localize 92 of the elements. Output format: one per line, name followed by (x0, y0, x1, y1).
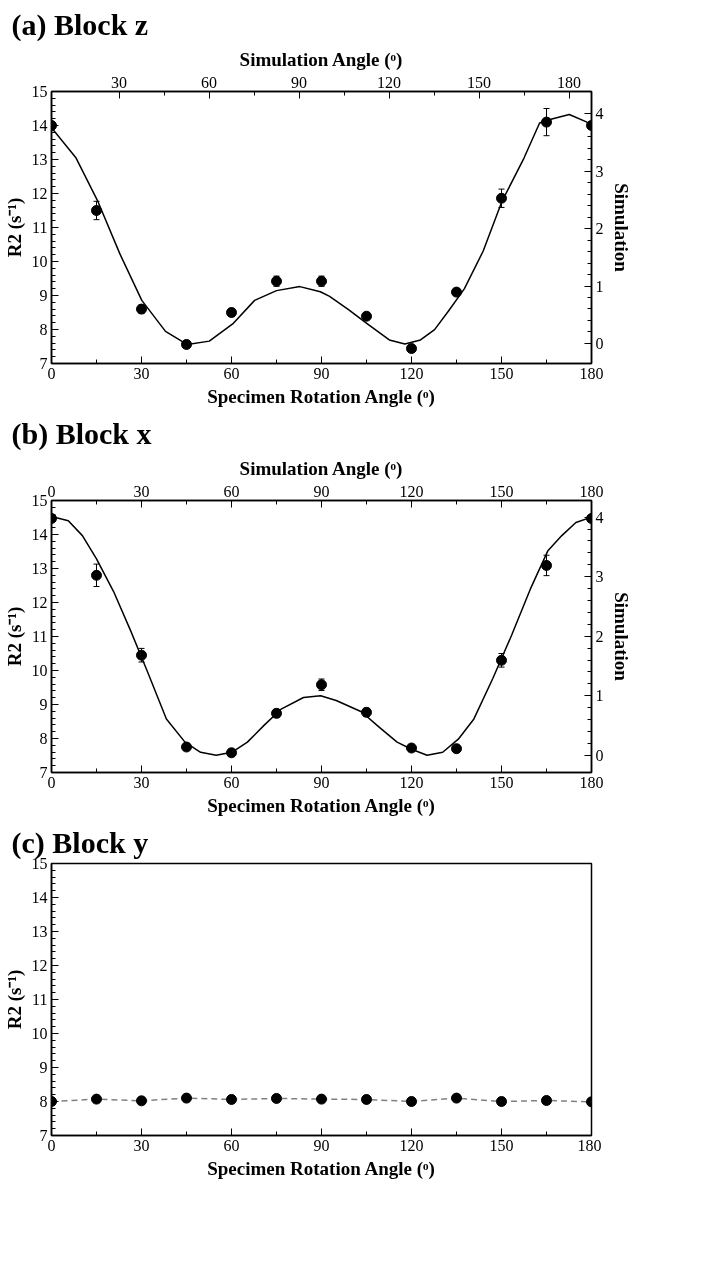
point (406, 343, 417, 355)
x-tick-label: 60 (223, 482, 240, 500)
y2-axis-title: Simulation (610, 183, 632, 273)
y-tick-label: 15 (31, 492, 48, 509)
x2-tick-label: 90 (291, 73, 307, 91)
x-tick-label: 150 (489, 482, 514, 500)
x-tick-label: 0 (47, 364, 56, 382)
y-tick-label: 10 (31, 662, 48, 679)
x-tick-label: 0 (47, 482, 56, 500)
y-tick-label: 9 (39, 696, 48, 713)
y-tick-label: 9 (39, 287, 48, 304)
x-tick-label: 120 (399, 482, 424, 500)
x2-axis-title: Simulation Angle (ᵒ) (239, 48, 403, 71)
point (541, 559, 552, 571)
y-tick-label: 13 (31, 560, 48, 577)
y-tick-label: 10 (31, 253, 48, 270)
x-tick-label: 120 (399, 1136, 424, 1154)
y-tick-label: 11 (32, 991, 48, 1008)
y-tick-label: 8 (39, 730, 48, 747)
x-tick-label: 90 (313, 482, 330, 500)
x2-tick-label: 60 (201, 73, 217, 91)
x2-tick-label: 120 (377, 73, 401, 91)
x-tick-label: 30 (133, 364, 150, 382)
y2-tick-label: 1 (595, 277, 604, 295)
x2-tick-label: 30 (111, 73, 127, 91)
x-tick-label: 30 (133, 1136, 150, 1154)
y2-tick-label: 1 (595, 687, 604, 705)
x-tick-label: 180 (577, 1136, 602, 1154)
y-tick-label: 11 (32, 219, 48, 236)
x-tick-label: 150 (489, 364, 514, 382)
x-axis-title: Specimen Rotation Angle (ᵒ) (207, 385, 435, 408)
y-tick-label: 8 (39, 1093, 48, 1110)
x-tick-label: 0 (47, 1136, 56, 1154)
y2-tick-label: 4 (595, 105, 604, 123)
point (361, 310, 372, 322)
x-tick-label: 60 (223, 1136, 240, 1154)
y2-tick-label: 2 (595, 627, 604, 645)
x-axis-title: Specimen Rotation Angle (ᵒ) (207, 794, 435, 817)
chart-title: (b) Block x (11, 416, 152, 451)
y2-tick-label: 0 (595, 334, 604, 352)
x-tick-label: 30 (133, 482, 150, 500)
y-tick-label: 12 (31, 185, 48, 202)
x2-tick-label: 150 (489, 773, 514, 791)
x-tick-label: 180 (579, 482, 604, 500)
y-tick-label: 9 (39, 1059, 48, 1076)
y-tick-label: 13 (31, 923, 48, 940)
y-tick-label: 8 (39, 321, 48, 338)
y-tick-label: 14 (31, 117, 48, 134)
x-tick-label: 90 (313, 1136, 330, 1154)
x2-tick-label: 150 (467, 73, 491, 91)
y2-tick-label: 2 (595, 220, 604, 238)
y-tick-label: 7 (39, 355, 48, 372)
y-tick-label: 10 (31, 1025, 48, 1042)
x2-tick-label: 120 (399, 773, 424, 791)
x-tick-label: 120 (399, 364, 424, 382)
y-tick-label: 15 (31, 83, 48, 100)
y-tick-label: 11 (32, 628, 48, 645)
point (181, 741, 192, 753)
x2-tick-label: 90 (313, 773, 330, 791)
point (181, 338, 192, 350)
y-axis-title: R2 (s⁻¹) (3, 969, 26, 1030)
x-tick-label: 90 (313, 364, 330, 382)
y2-axis-title: Simulation (610, 592, 632, 682)
y-tick-label: 12 (31, 594, 48, 611)
point (91, 569, 102, 581)
y-axis-title: R2 (s⁻¹) (3, 606, 26, 667)
x2-tick-label: 30 (133, 773, 150, 791)
x2-tick-label: 180 (557, 73, 581, 91)
y-axis-title: R2 (s⁻¹) (3, 197, 26, 258)
y-tick-label: 7 (39, 1127, 48, 1144)
x2-tick-label: 0 (47, 773, 56, 791)
x2-axis-title: Simulation Angle (ᵒ) (239, 457, 403, 480)
point (91, 205, 102, 216)
y-tick-label: 12 (31, 957, 48, 974)
x-tick-label: 60 (223, 364, 240, 382)
point (226, 747, 237, 759)
x2-tick-label: 60 (223, 773, 240, 791)
y2-tick-label: 3 (595, 568, 604, 586)
x-tick-label: 180 (579, 364, 604, 382)
y-tick-label: 14 (31, 526, 48, 543)
x-tick-label: 150 (489, 1136, 514, 1154)
point (451, 286, 462, 298)
y2-tick-label: 4 (595, 508, 604, 526)
y-tick-label: 13 (31, 151, 48, 168)
y2-tick-label: 3 (595, 162, 604, 180)
chart-title: (a) Block z (11, 7, 149, 42)
y-tick-label: 7 (39, 764, 48, 781)
y-tick-label: 14 (31, 889, 48, 906)
x2-tick-label: 180 (579, 773, 604, 791)
x-axis-title: Specimen Rotation Angle (ᵒ) (207, 1157, 435, 1180)
point (451, 743, 462, 755)
y2-tick-label: 0 (595, 746, 604, 764)
